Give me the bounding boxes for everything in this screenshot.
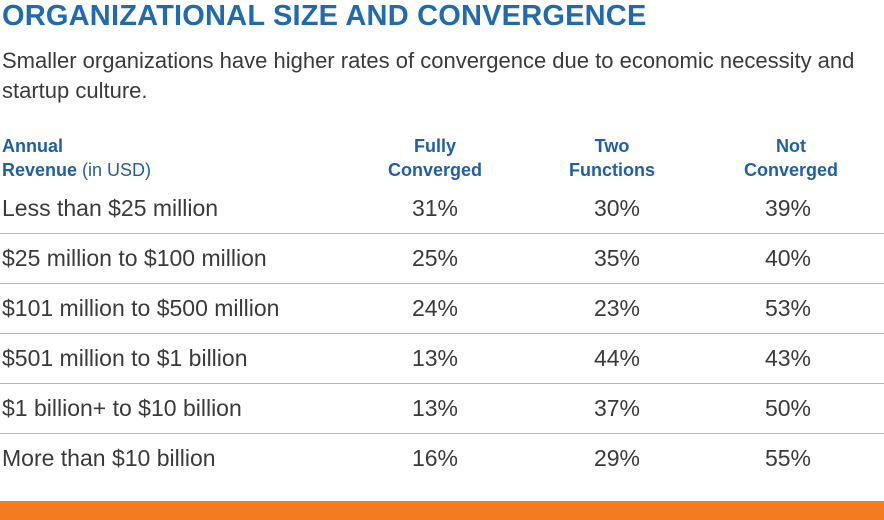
header-col3-line2: Converged xyxy=(743,160,839,180)
row-label: $501 million to $1 billion xyxy=(2,345,248,371)
row-label: $1 billion+ to $10 billion xyxy=(2,395,242,421)
row-label: $101 million to $500 million xyxy=(2,295,280,321)
cell-fully-converged: 13% xyxy=(411,395,459,421)
cell-fully-converged: 16% xyxy=(411,445,459,471)
row-separator xyxy=(0,383,884,384)
header-revenue-line1: Annual xyxy=(2,136,63,156)
cell-fully-converged: 24% xyxy=(411,295,459,321)
cell-two-functions: 35% xyxy=(593,245,641,271)
accent-bar xyxy=(0,501,884,520)
row-separator xyxy=(0,433,884,434)
cell-not-converged: 39% xyxy=(764,195,812,221)
row-separator xyxy=(0,333,884,334)
header-col1-line1: Fully xyxy=(413,136,456,156)
cell-not-converged: 43% xyxy=(764,345,812,371)
table-row: $25 million to $100 million 25% 35% 40% xyxy=(0,233,884,283)
table-row: $101 million to $500 million 24% 23% 53% xyxy=(0,283,884,333)
header-col3-line1: Not xyxy=(776,136,806,156)
page-subtitle: Smaller organizations have higher rates … xyxy=(2,48,855,103)
row-separator xyxy=(0,233,884,234)
cell-two-functions: 44% xyxy=(593,345,641,371)
table-row: More than $10 billion 16% 29% 55% xyxy=(0,433,884,483)
header-revenue-line2: Revenue (in USD) xyxy=(2,158,262,182)
cell-not-converged: 55% xyxy=(764,445,812,471)
header-not-converged: Not Converged xyxy=(706,134,876,182)
row-separator xyxy=(0,283,884,284)
header-col1-line2: Converged xyxy=(387,160,483,180)
row-label: Less than $25 million xyxy=(2,195,219,221)
header-col2-line2: Functions xyxy=(569,160,655,180)
row-label: More than $10 billion xyxy=(2,445,216,471)
cell-two-functions: 23% xyxy=(593,295,641,321)
header-col2-line1: Two xyxy=(594,136,630,156)
cell-not-converged: 50% xyxy=(764,395,812,421)
row-label: $25 million to $100 million xyxy=(2,245,267,271)
header-revenue-word: Revenue xyxy=(2,160,78,180)
header-annual-revenue: Annual Revenue (in USD) xyxy=(2,134,262,182)
cell-fully-converged: 13% xyxy=(411,345,459,371)
cell-not-converged: 40% xyxy=(764,245,812,271)
header-fully-converged: Fully Converged xyxy=(350,134,520,182)
cell-two-functions: 29% xyxy=(593,445,641,471)
table-row: $501 million to $1 billion 13% 44% 43% xyxy=(0,333,884,383)
cell-fully-converged: 25% xyxy=(411,245,459,271)
header-revenue-note: (in USD) xyxy=(77,160,152,180)
cell-two-functions: 30% xyxy=(593,195,641,221)
page-title: ORGANIZATIONAL SIZE AND CONVERGENCE xyxy=(2,0,647,32)
cell-two-functions: 37% xyxy=(593,395,641,421)
table-row: Less than $25 million 31% 30% 39% xyxy=(0,183,884,233)
table-row: $1 billion+ to $10 billion 13% 37% 50% xyxy=(0,383,884,433)
cell-fully-converged: 31% xyxy=(411,195,459,221)
cell-not-converged: 53% xyxy=(764,295,812,321)
header-two-functions: Two Functions xyxy=(527,134,697,182)
